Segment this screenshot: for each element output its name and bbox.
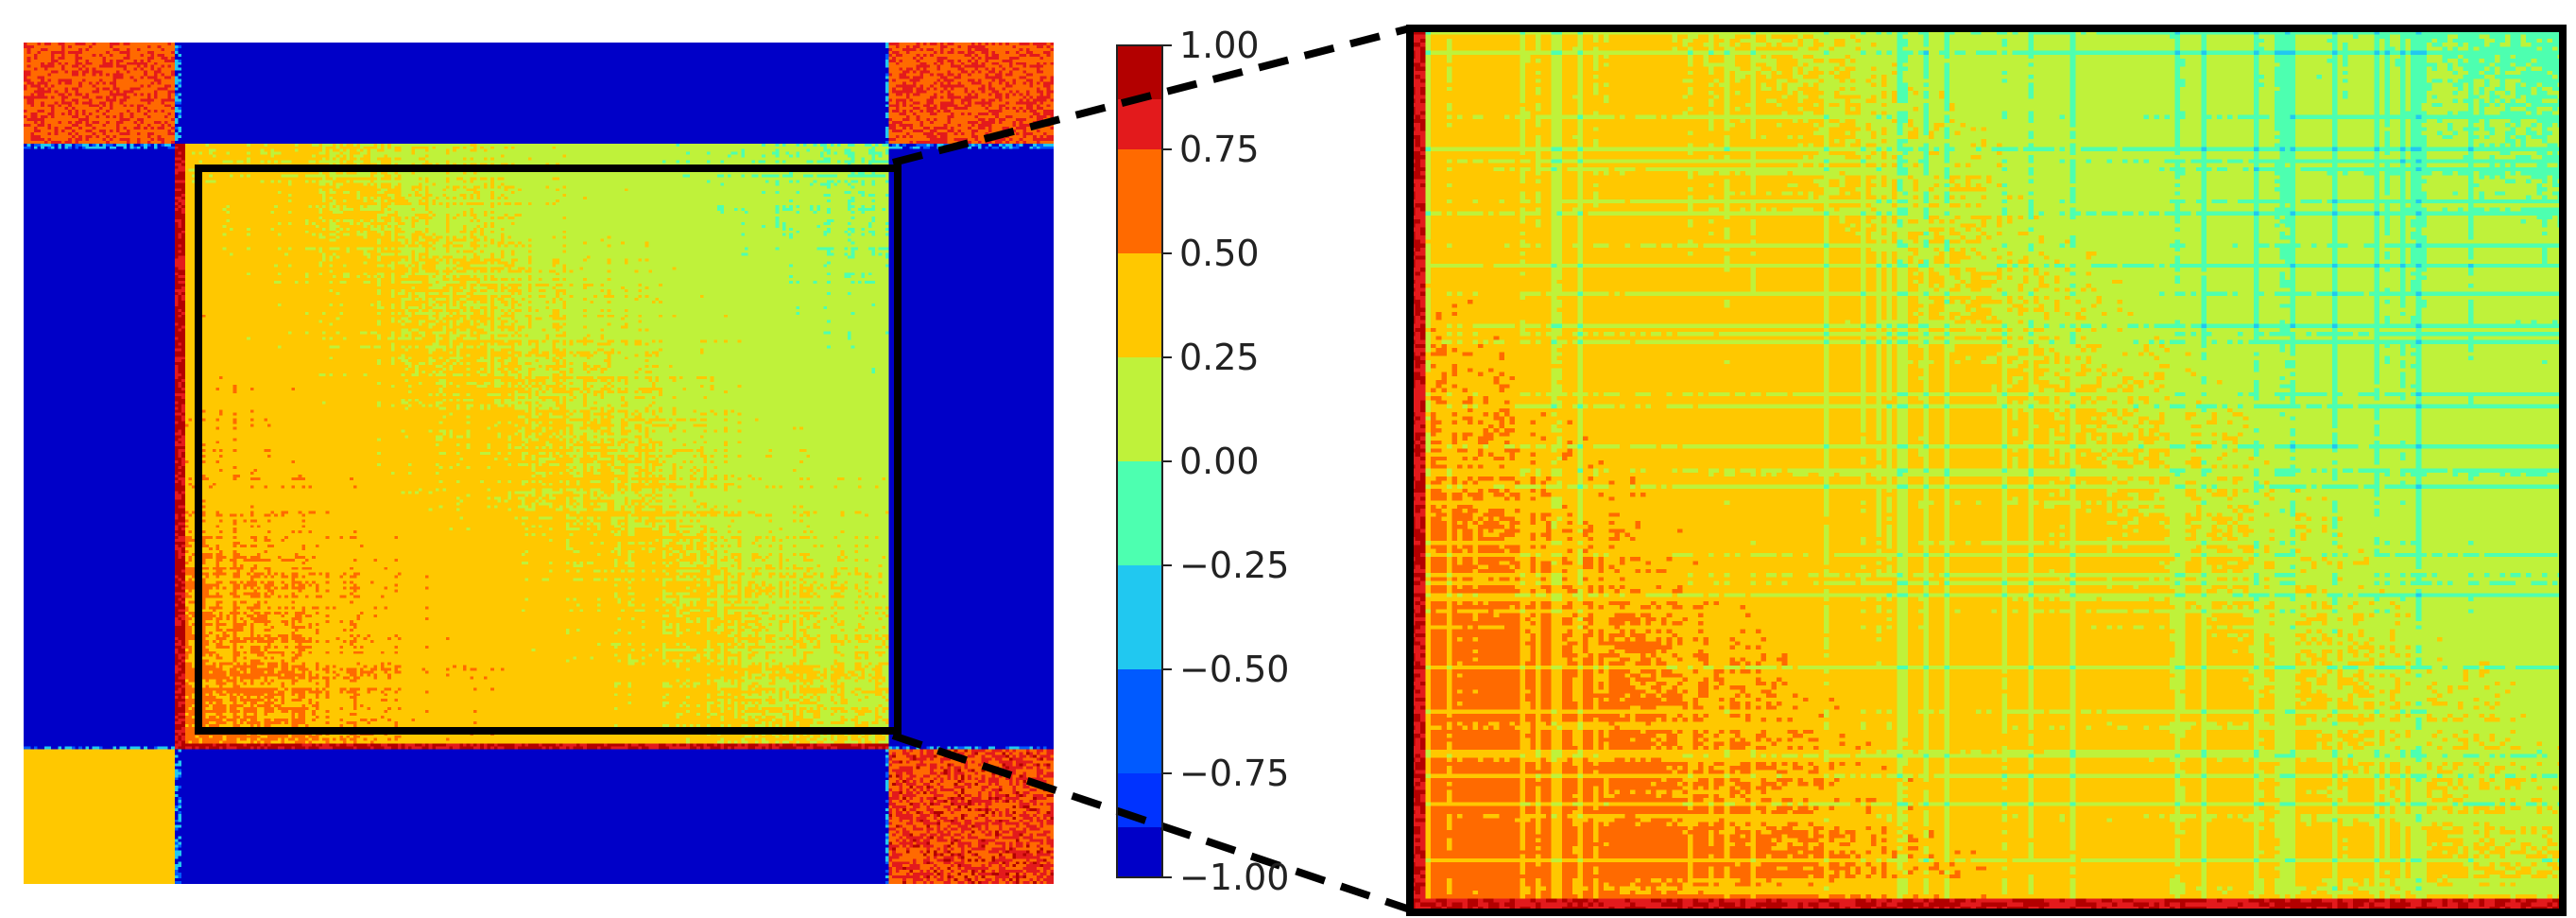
connector-bottom (891, 732, 1412, 913)
colorbar-tick-label: 0.25 (1179, 337, 1260, 378)
colorbar-tick-label: 0.75 (1179, 129, 1260, 170)
colorbar-tick-label: 0.50 (1179, 233, 1260, 274)
highlight-box (195, 165, 902, 735)
colorbar-ticks: 1.00 0.75 0.50 0.25 0.00 −0.25 −0.50 −0.75 −1.00 (1162, 25, 1289, 898)
colorbar-tick-label: −0.50 (1179, 649, 1289, 690)
colorbar-tick-label: −0.25 (1179, 545, 1289, 586)
colorbar-tick-label: 0.00 (1179, 441, 1260, 482)
connector-top (891, 25, 1412, 166)
zoom-frame (1406, 25, 2567, 916)
zoomed-correlation-heatmap (1410, 26, 2563, 910)
colorbar (1117, 45, 1162, 877)
colorbar-tick-label: −0.75 (1179, 753, 1289, 794)
colorbar-frame (1116, 44, 1163, 878)
colorbar-tick-label: −1.00 (1179, 857, 1289, 898)
colorbar-tick-label: 1.00 (1179, 25, 1260, 66)
